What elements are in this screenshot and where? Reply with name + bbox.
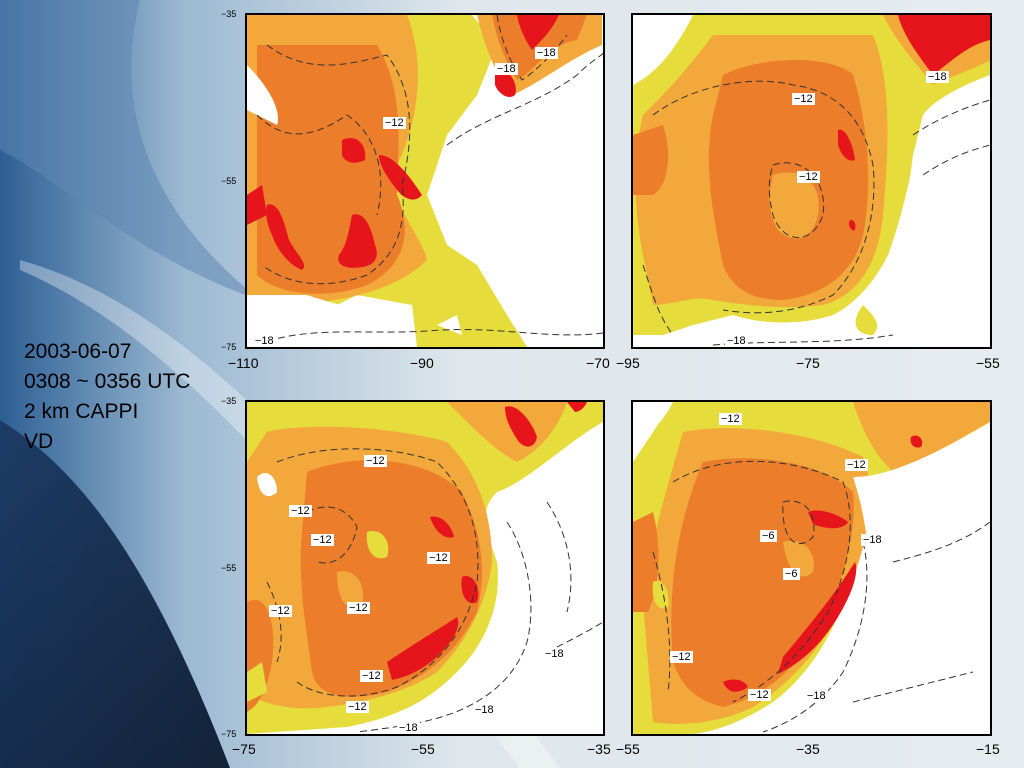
x-tick-label: −95 bbox=[616, 355, 640, 371]
contour-label: −12 bbox=[346, 701, 369, 713]
radar-panel-bottom-right: −12 −12 −6 −6 −18 −12 −12 −18 bbox=[631, 400, 992, 736]
contour-label: −18 bbox=[535, 47, 558, 59]
radar-map-bottom-left bbox=[247, 402, 603, 734]
contour-label: −12 bbox=[364, 455, 387, 467]
x-tick-label: −75 bbox=[232, 741, 256, 757]
x-tick-label: −110 bbox=[228, 355, 259, 371]
x-tick-label: −55 bbox=[616, 741, 640, 757]
contour-label: −6 bbox=[760, 530, 777, 542]
contour-label: −12 bbox=[311, 534, 334, 546]
contour-label: −12 bbox=[347, 602, 370, 614]
contour-label: −18 bbox=[397, 722, 420, 734]
contour-label: −18 bbox=[253, 335, 276, 347]
contour-label: −18 bbox=[473, 704, 496, 716]
caption-time-range: 0308 ~ 0356 UTC bbox=[24, 370, 191, 393]
contour-label: −18 bbox=[725, 335, 748, 347]
y-tick-label: −75 bbox=[221, 342, 237, 352]
contour-label: −12 bbox=[797, 171, 820, 183]
contour-label: −18 bbox=[543, 648, 566, 660]
x-tick-label: −15 bbox=[976, 741, 1000, 757]
x-tick-label: −70 bbox=[586, 355, 610, 371]
x-tick-label: −90 bbox=[410, 355, 434, 371]
contour-label: −12 bbox=[845, 459, 868, 471]
contour-label: −12 bbox=[748, 689, 771, 701]
contour-label: −12 bbox=[289, 505, 312, 517]
contour-label: −18 bbox=[805, 690, 828, 702]
radar-map-bottom-right bbox=[633, 402, 990, 734]
x-tick-label: −75 bbox=[796, 355, 820, 371]
y-tick-label: −35 bbox=[221, 396, 237, 406]
radar-panel-top-left: −18 −18 −12 −18 bbox=[245, 13, 605, 349]
y-tick-label: −55 bbox=[221, 563, 237, 573]
contour-label: −12 bbox=[383, 117, 406, 129]
y-tick-label: −75 bbox=[221, 729, 237, 739]
contour-label: −12 bbox=[269, 605, 292, 617]
caption-date: 2003-06-07 bbox=[24, 340, 132, 363]
x-tick-label: −35 bbox=[587, 741, 611, 757]
radar-panel-bottom-left: −12 −12 −12 −12 −12 −12 −12 −12 −18 −18 … bbox=[245, 400, 605, 736]
caption-product: 2 km CAPPI bbox=[24, 400, 139, 423]
contour-label: −18 bbox=[926, 71, 949, 83]
y-tick-label: −55 bbox=[221, 176, 237, 186]
contour-label: −12 bbox=[719, 413, 742, 425]
x-tick-label: −55 bbox=[411, 741, 435, 757]
radar-map-top-left bbox=[247, 15, 603, 347]
x-tick-label: −55 bbox=[976, 355, 1000, 371]
contour-label: −18 bbox=[495, 63, 518, 75]
contour-label: −12 bbox=[792, 93, 815, 105]
contour-label: −12 bbox=[427, 552, 450, 564]
contour-label: −6 bbox=[783, 568, 800, 580]
contour-label: −12 bbox=[670, 651, 693, 663]
x-tick-label: −35 bbox=[796, 741, 820, 757]
contour-label: −18 bbox=[861, 534, 884, 546]
slide-caption: 2003-06-07 0308 ~ 0356 UTC 2 km CAPPI VD bbox=[24, 337, 190, 457]
contour-label: −12 bbox=[360, 670, 383, 682]
radar-panel-top-right: −12 −12 −18 −18 bbox=[631, 13, 992, 349]
caption-field: VD bbox=[24, 430, 54, 453]
y-tick-label: −35 bbox=[221, 9, 237, 19]
